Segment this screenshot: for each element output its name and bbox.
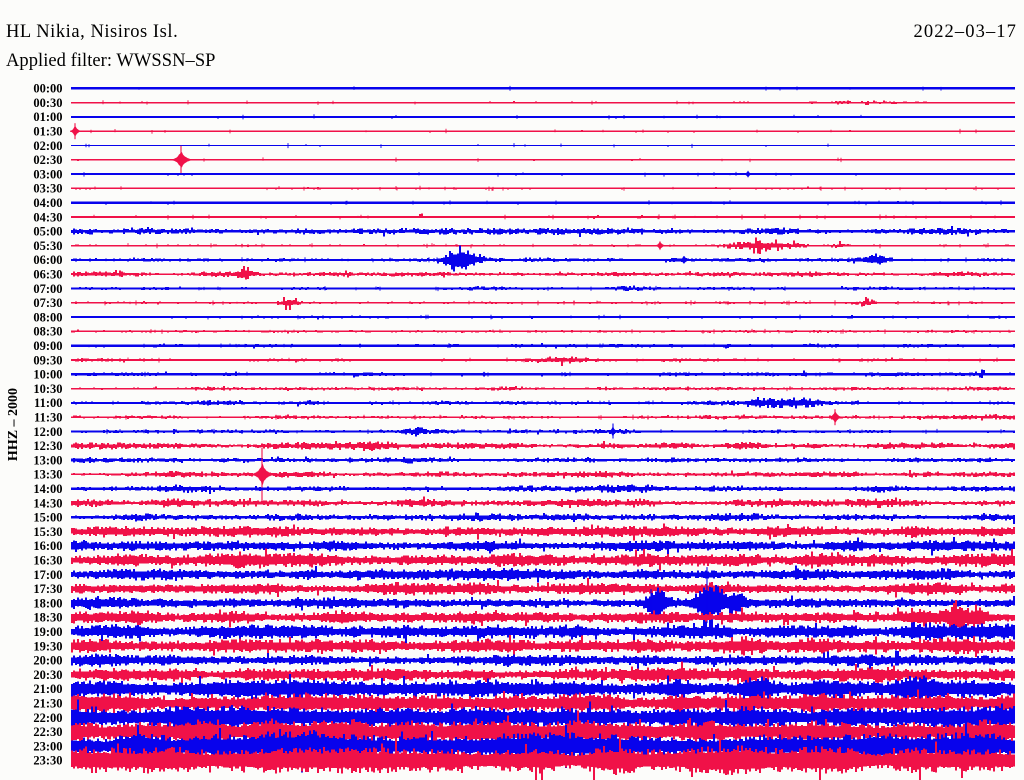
svg-text:07:00: 07:00	[33, 282, 62, 296]
svg-text:11:00: 11:00	[34, 396, 62, 410]
svg-text:05:30: 05:30	[33, 239, 62, 253]
svg-text:20:00: 20:00	[33, 654, 62, 668]
svg-text:23:00: 23:00	[33, 739, 62, 753]
svg-text:15:00: 15:00	[33, 511, 62, 525]
svg-text:04:00: 04:00	[33, 196, 62, 210]
svg-text:16:30: 16:30	[33, 554, 62, 568]
svg-text:08:00: 08:00	[33, 310, 62, 324]
svg-text:12:30: 12:30	[33, 439, 62, 453]
svg-text:19:00: 19:00	[33, 625, 62, 639]
svg-text:14:00: 14:00	[33, 482, 62, 496]
svg-text:06:30: 06:30	[33, 268, 62, 282]
svg-text:11:30: 11:30	[34, 411, 62, 425]
svg-text:10:00: 10:00	[33, 368, 62, 382]
svg-text:08:30: 08:30	[33, 325, 62, 339]
svg-text:00:00: 00:00	[33, 82, 62, 96]
svg-text:02:00: 02:00	[33, 139, 62, 153]
svg-text:01:00: 01:00	[33, 110, 62, 124]
svg-text:20:30: 20:30	[33, 668, 62, 682]
svg-text:2022–03–17: 2022–03–17	[914, 22, 1018, 42]
svg-text:01:30: 01:30	[33, 125, 62, 139]
svg-text:16:00: 16:00	[33, 539, 62, 553]
svg-text:05:00: 05:00	[33, 225, 62, 239]
svg-text:19:30: 19:30	[33, 639, 62, 653]
svg-text:21:30: 21:30	[33, 697, 62, 711]
svg-text:HL Nikia, Nisiros Isl.: HL Nikia, Nisiros Isl.	[6, 22, 178, 42]
svg-text:14:30: 14:30	[33, 496, 62, 510]
svg-text:17:30: 17:30	[33, 582, 62, 596]
svg-text:Applied filter: WWSSN–SP: Applied filter: WWSSN–SP	[6, 51, 216, 71]
svg-text:09:00: 09:00	[33, 339, 62, 353]
svg-text:18:30: 18:30	[33, 611, 62, 625]
svg-text:22:00: 22:00	[33, 711, 62, 725]
svg-text:18:00: 18:00	[33, 596, 62, 610]
svg-text:21:00: 21:00	[33, 682, 62, 696]
svg-text:22:30: 22:30	[33, 725, 62, 739]
svg-text:13:00: 13:00	[33, 453, 62, 467]
svg-text:06:00: 06:00	[33, 253, 62, 267]
svg-text:00:30: 00:30	[33, 96, 62, 110]
svg-text:03:00: 03:00	[33, 167, 62, 181]
svg-text:15:30: 15:30	[33, 525, 62, 539]
svg-text:07:30: 07:30	[33, 296, 62, 310]
svg-text:23:30: 23:30	[33, 754, 62, 768]
svg-text:12:00: 12:00	[33, 425, 62, 439]
svg-text:04:30: 04:30	[33, 210, 62, 224]
svg-text:03:30: 03:30	[33, 182, 62, 196]
svg-text:09:30: 09:30	[33, 353, 62, 367]
svg-text:10:30: 10:30	[33, 382, 62, 396]
svg-text:HHZ – 2000: HHZ – 2000	[6, 388, 21, 461]
svg-text:13:30: 13:30	[33, 468, 62, 482]
svg-text:17:00: 17:00	[33, 568, 62, 582]
svg-text:02:30: 02:30	[33, 153, 62, 167]
